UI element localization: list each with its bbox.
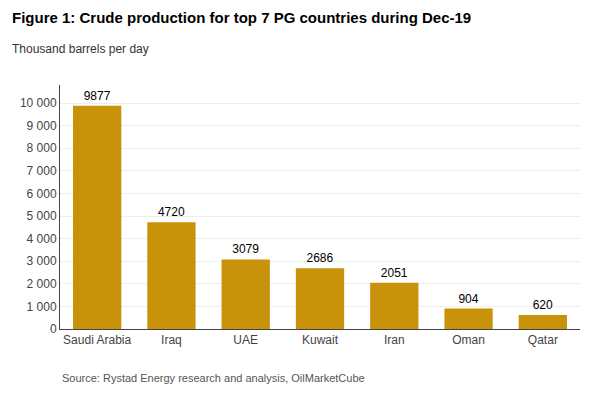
svg-text:10 000: 10 000 <box>20 96 57 110</box>
svg-text:Thousand barrels per day: Thousand barrels per day <box>12 42 149 56</box>
svg-text:Kuwait: Kuwait <box>302 333 339 347</box>
svg-text:UAE: UAE <box>233 333 258 347</box>
svg-text:3 000: 3 000 <box>27 254 57 268</box>
svg-text:2 000: 2 000 <box>27 277 57 291</box>
svg-text:9877: 9877 <box>84 89 111 103</box>
svg-text:5 000: 5 000 <box>27 209 57 223</box>
svg-text:620: 620 <box>533 298 553 312</box>
svg-text:Saudi Arabia: Saudi Arabia <box>63 333 131 347</box>
svg-text:9 000: 9 000 <box>27 119 57 133</box>
svg-text:Iraq: Iraq <box>161 333 182 347</box>
svg-text:904: 904 <box>458 292 478 306</box>
svg-text:7 000: 7 000 <box>27 164 57 178</box>
svg-text:Oman: Oman <box>452 333 485 347</box>
svg-text:Qatar: Qatar <box>528 333 558 347</box>
svg-text:8 000: 8 000 <box>27 141 57 155</box>
svg-text:Iran: Iran <box>384 333 405 347</box>
svg-text:Source: Rystad Energy research: Source: Rystad Energy research and analy… <box>62 372 365 384</box>
svg-text:4720: 4720 <box>158 205 185 219</box>
svg-text:1 000: 1 000 <box>27 300 57 314</box>
svg-text:6 000: 6 000 <box>27 187 57 201</box>
svg-text:3079: 3079 <box>232 242 259 256</box>
svg-text:0: 0 <box>50 322 57 336</box>
svg-text:Figure 1: Crude production for: Figure 1: Crude production for top 7 PG … <box>12 9 471 26</box>
svg-text:2686: 2686 <box>306 251 333 265</box>
svg-text:2051: 2051 <box>381 266 408 280</box>
svg-text:4 000: 4 000 <box>27 232 57 246</box>
